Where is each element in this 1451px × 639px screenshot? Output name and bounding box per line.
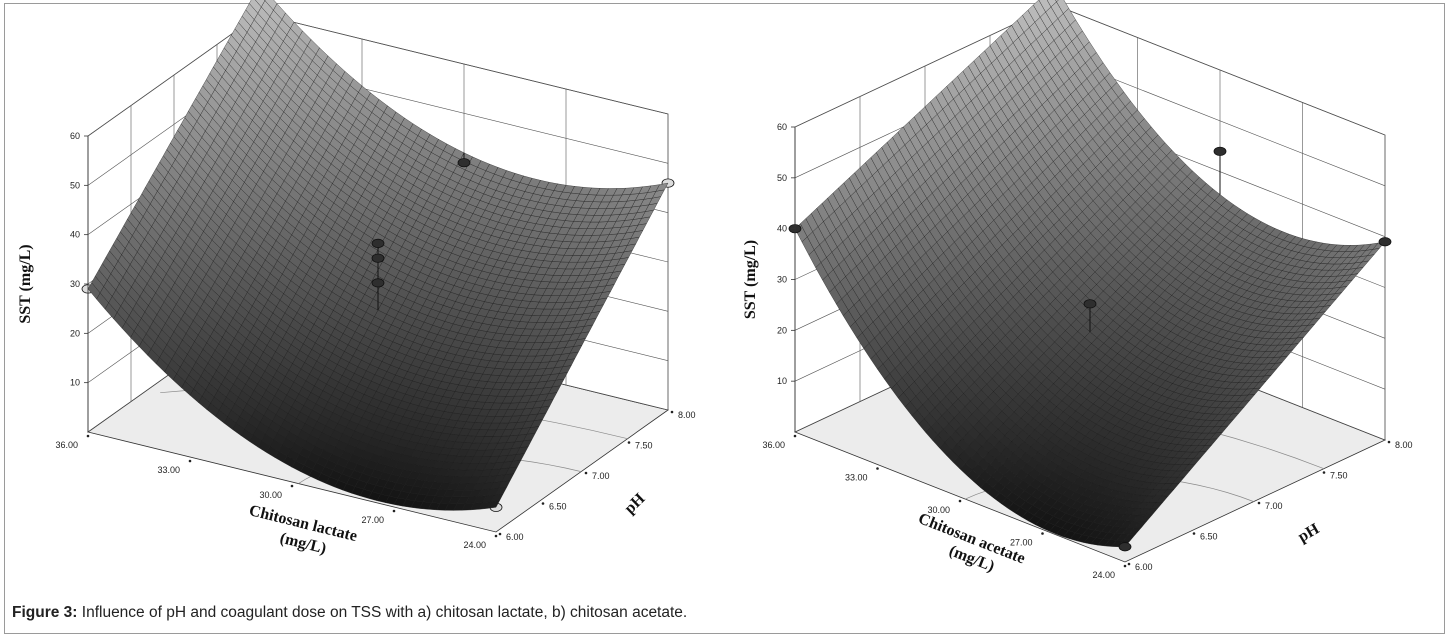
y-tick-mark	[1127, 562, 1131, 566]
x-tick-mark	[876, 467, 879, 470]
z-tick-label: 10	[70, 378, 80, 388]
y-tick-mark	[498, 532, 502, 536]
y-tick-label: 7.00	[1265, 501, 1283, 511]
x-tick-mark	[1041, 532, 1044, 535]
x-tick-label: 33.00	[157, 465, 180, 475]
y-tick-label: 6.50	[1200, 532, 1218, 542]
z-tick-label: 30	[777, 275, 787, 285]
x-tick-mark	[392, 509, 396, 513]
surface-cell	[264, 0, 278, 11]
design-point	[1213, 146, 1227, 156]
x-tick-mark	[188, 459, 192, 463]
y-tick-mark	[1322, 471, 1326, 474]
x-tick-mark	[290, 484, 294, 488]
z-tick-label: 40	[70, 230, 80, 240]
y-tick-mark	[1192, 532, 1196, 535]
caption-label: Figure 3:	[12, 604, 78, 621]
x-tick-label: 36.00	[762, 440, 785, 450]
caption-text: Influence of pH and coagulant dose on TS…	[81, 604, 688, 621]
y-axis-title: pH	[1295, 520, 1322, 546]
x-tick-mark	[958, 499, 962, 503]
y-tick-label: 7.50	[1330, 471, 1348, 481]
y-tick-mark	[1257, 501, 1261, 505]
x-tick-label: 27.00	[361, 515, 384, 525]
y-tick-mark	[670, 410, 674, 414]
y-tick-label: 8.00	[1395, 440, 1413, 450]
y-tick-label: 8.00	[678, 410, 696, 420]
y-tick-mark	[1387, 440, 1391, 444]
z-tick-label: 30	[70, 279, 80, 289]
x-tick-mark	[86, 434, 90, 438]
z-tick-label: 20	[777, 325, 787, 335]
design-point	[371, 253, 385, 263]
x-tick-label: 36.00	[55, 440, 78, 450]
surface-cell	[264, 0, 266, 1]
z-tick-label: 10	[777, 376, 787, 386]
z-axis-title: SST (mg/L)	[742, 240, 759, 319]
x-tick-label: 24.00	[1092, 570, 1115, 580]
z-tick-label: 60	[70, 131, 80, 141]
y-tick-label: 7.00	[592, 471, 610, 481]
z-tick-label: 20	[70, 328, 80, 338]
y-tick-mark	[627, 441, 631, 444]
z-axis-title: SST (mg/L)	[17, 244, 34, 323]
z-tick-label: 60	[777, 122, 787, 132]
y-axis-title: pH	[621, 490, 649, 517]
y-tick-mark	[584, 471, 588, 475]
y-tick-label: 6.00	[1135, 562, 1153, 572]
design-point	[1083, 299, 1097, 309]
z-tick-label: 50	[777, 173, 787, 183]
z-tick-label: 50	[70, 180, 80, 190]
y-tick-mark	[541, 502, 545, 505]
design-point	[371, 238, 385, 248]
figure-caption: Figure 3: Influence of pH and coagulant …	[12, 604, 687, 622]
x-tick-mark	[793, 434, 797, 438]
x-tick-label: 30.00	[259, 490, 282, 500]
surface-plot-a: 10 20 30 40 50 60 24.00 27.00 30.00 33.00 36.00 6.0…	[17, 0, 696, 558]
x-tick-label: 24.00	[463, 540, 486, 550]
surface-plot-b: 10203040506024.0027.0030.0033.0036.006.0…	[742, 0, 1413, 580]
y-tick-label: 6.00	[506, 532, 524, 542]
surface-mesh	[87, 0, 669, 511]
design-point	[371, 278, 385, 288]
x-tick-mark	[494, 534, 498, 538]
x-tick-label: 33.00	[845, 473, 868, 483]
design-point	[1118, 542, 1132, 552]
x-tick-mark	[1123, 564, 1127, 568]
y-tick-label: 6.50	[549, 502, 567, 512]
surface-mesh	[794, 0, 1386, 547]
design-point	[1378, 237, 1392, 247]
y-tick-label: 7.50	[635, 441, 653, 451]
design-point	[457, 158, 471, 168]
z-tick-label: 40	[777, 224, 787, 234]
